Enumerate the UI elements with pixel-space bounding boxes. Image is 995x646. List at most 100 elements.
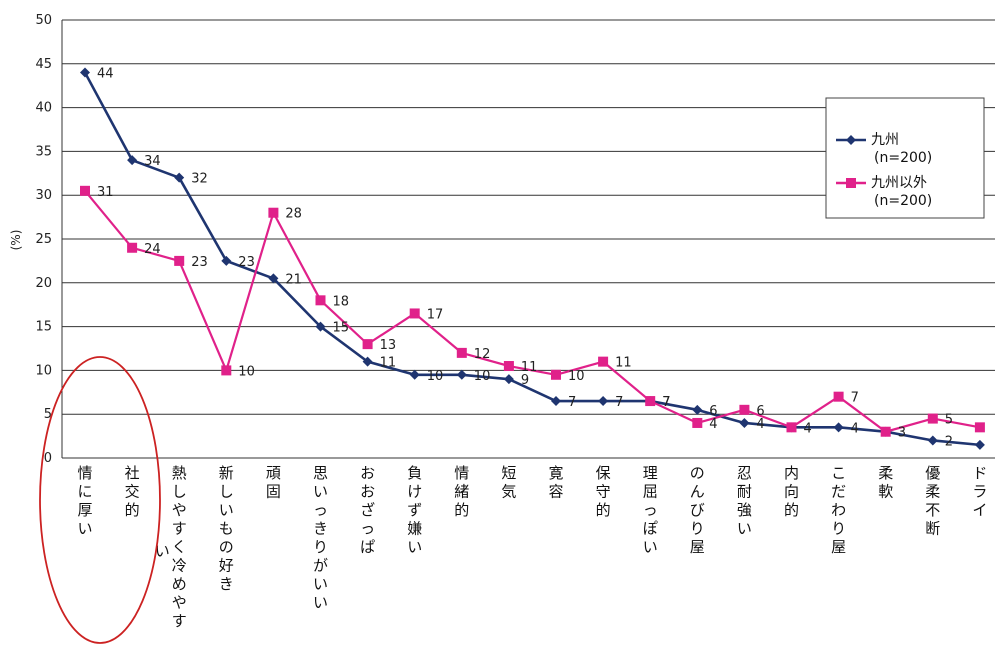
y-tick-label: 0 [44,451,52,466]
svg-text:い: い [407,538,422,556]
svg-text:守: 守 [596,483,611,501]
svg-text:ず: ず [407,501,422,519]
data-point [927,435,938,446]
data-label: 11 [615,356,632,371]
svg-text:軟: 軟 [878,483,893,501]
grid-lines [62,19,995,459]
data-point [692,404,703,415]
data-point [551,396,561,407]
category-labels: 情に厚い社交的熱しやすく冷めやすい新しいもの好き頑固思いっきりがいいおおざっぱ負… [77,464,987,630]
y-tick-label: 40 [35,101,52,116]
data-label: 4 [804,421,812,436]
data-label: 4 [756,417,764,432]
data-point [221,365,232,376]
data-point [127,155,138,166]
svg-text:イ: イ [972,501,987,519]
data-label: 4 [709,417,717,432]
svg-text:い: い [643,538,658,556]
svg-text:ん: ん [690,483,705,501]
y-axis-ticks: 0 5 10 15 20 25 30 35 40 45 50 [35,13,52,466]
y-tick-label: 25 [35,232,52,247]
category-label: 柔軟 [878,464,893,501]
legend-box [825,97,985,219]
svg-text:保: 保 [596,464,611,482]
svg-text:い: い [737,520,752,538]
svg-text:新: 新 [219,464,234,482]
data-point [833,422,844,433]
category-label: 社交的 [125,464,140,519]
series-line-kyushu [83,71,981,447]
svg-text:ぱ: ぱ [360,538,375,556]
data-label: 17 [427,307,444,322]
legend-label: 九州以外 [871,175,927,191]
data-label: 18 [333,294,350,309]
data-label: 21 [285,272,302,287]
svg-text:忍: 忍 [737,464,752,482]
svg-text:断: 断 [925,520,940,538]
svg-text:内: 内 [784,464,799,482]
svg-text:い: い [313,483,328,501]
data-point [456,369,467,380]
data-label: 7 [662,395,670,410]
svg-text:柔: 柔 [878,464,893,482]
svg-text:す: す [172,520,187,538]
data-point [598,356,609,367]
svg-text:寛: 寛 [548,464,563,482]
y-tick-label: 35 [35,144,52,159]
svg-text:お: お [360,483,375,501]
data-label: 7 [568,395,576,410]
category-label: ドライ [972,464,987,519]
data-point [739,417,750,428]
svg-text:や: や [172,594,187,612]
data-label: 32 [191,172,208,187]
series-group [80,67,985,450]
svg-text:向: 向 [784,483,799,501]
data-point [127,242,138,253]
svg-text:っ: っ [313,501,328,519]
data-label: 10 [568,369,585,384]
svg-text:的: 的 [596,501,611,519]
svg-text:不: 不 [925,501,940,519]
data-label: 31 [97,185,114,200]
svg-text:情: 情 [454,464,469,482]
data-label: 10 [474,369,491,384]
y-tick-label: 20 [35,276,52,291]
legend-marker [846,178,856,188]
data-label: 23 [238,255,255,270]
data-label: 23 [191,255,208,270]
svg-text:思: 思 [313,464,328,482]
svg-text:ぽ: ぽ [643,520,658,538]
data-label: 5 [945,413,953,428]
data-point [174,172,185,183]
highlight-ellipse [39,356,161,644]
svg-text:屋: 屋 [690,538,705,556]
svg-text:め: め [172,575,187,593]
svg-text:情: 情 [77,464,92,482]
svg-text:的: 的 [454,501,469,519]
svg-text:り: り [831,520,846,538]
svg-text:強: 強 [737,501,752,519]
category-label: 短気 [501,464,516,501]
svg-text:い: い [313,594,328,612]
legend: 九州 (n=200) 九州以外 (n=200) [825,97,985,219]
data-point [503,361,514,372]
svg-text:短: 短 [501,464,516,482]
svg-text:く: く [172,538,187,556]
y-axis-label: (%) [9,230,23,251]
svg-text:交: 交 [125,483,140,501]
data-point [503,374,514,385]
series-line-other [84,190,981,433]
data-label: 13 [380,338,397,353]
category-label: 内向的 [784,464,799,519]
data-point [221,255,232,266]
data-point [739,404,750,415]
svg-text:き: き [219,575,234,593]
svg-text:固: 固 [266,483,281,501]
